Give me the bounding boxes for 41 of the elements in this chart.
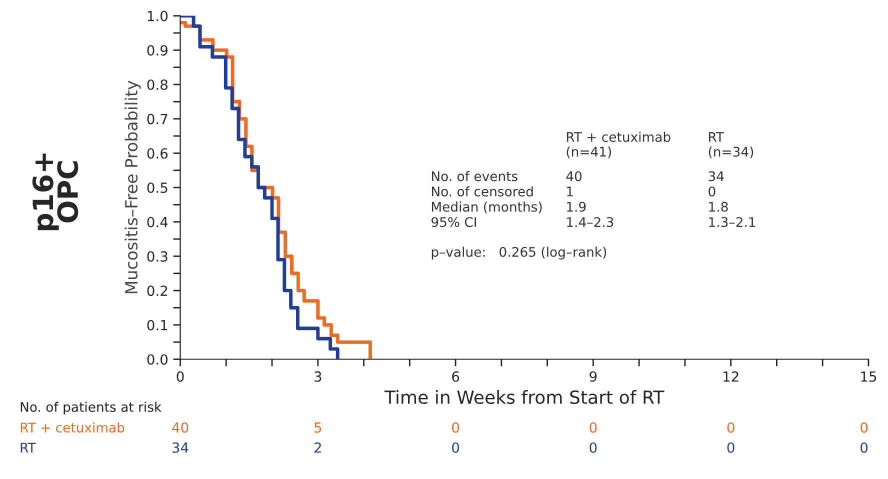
x-tick-label: 15 [861,371,876,382]
y-tick-label: 0.1 [147,320,168,330]
y-tick-label: 0.6 [147,148,168,159]
text: 0 [860,422,868,433]
text: 0 [590,422,597,433]
text: RT [20,442,36,452]
text: p16+ OPC [32,154,78,230]
y-tick-label: 0.7 [147,114,168,124]
x-axis-title: Time in Weeks from Start of RT [384,390,664,404]
annotation: 40 1 1.9 1.4–2.3 [566,171,614,228]
y-tick-label: 0.3 [147,251,168,262]
annotation: RT (n=34) [708,132,754,158]
y-tick-label: 0.8 [147,79,168,90]
y-tick-label: 0.2 [147,286,168,296]
text: 0 [727,422,734,433]
text: 0 [452,442,460,453]
annotation: p–value: 0.265 (log–rank) [432,246,606,260]
y-tick-label: 0.5 [147,182,168,194]
annotation: RT + cetuximab (n=41) [566,132,670,158]
annotation: No. of events No. of censored Median (months) 95% CI [432,171,542,228]
y-tick-label: 1.0 [148,10,168,22]
text: 40 [172,422,188,433]
x-tick-label: 0 [176,371,184,382]
text: No. of patients at risk [20,402,162,414]
y-tick-label: 0.9 [147,45,168,56]
y-axis-title: Mucositis–Free Probability [124,80,141,294]
text: 0 [452,422,460,433]
x-tick-label: 6 [452,371,460,382]
text: 0 [860,442,868,453]
x-tick-label: 3 [314,371,322,382]
text: 5 [314,422,322,433]
text: 34 [172,442,188,453]
text: 2 [314,442,321,453]
text: 0 [590,442,597,453]
x-tick-label: 12 [724,371,738,382]
y-tick-label: 0.0 [147,354,168,365]
x-tick-label: 9 [590,371,597,382]
annotation: 34 0 1.8 1.3–2.1 [708,171,756,228]
y-tick-label: 0.4 [147,216,168,228]
text: RT + cetuximab [20,422,124,433]
text: 0 [727,442,734,453]
